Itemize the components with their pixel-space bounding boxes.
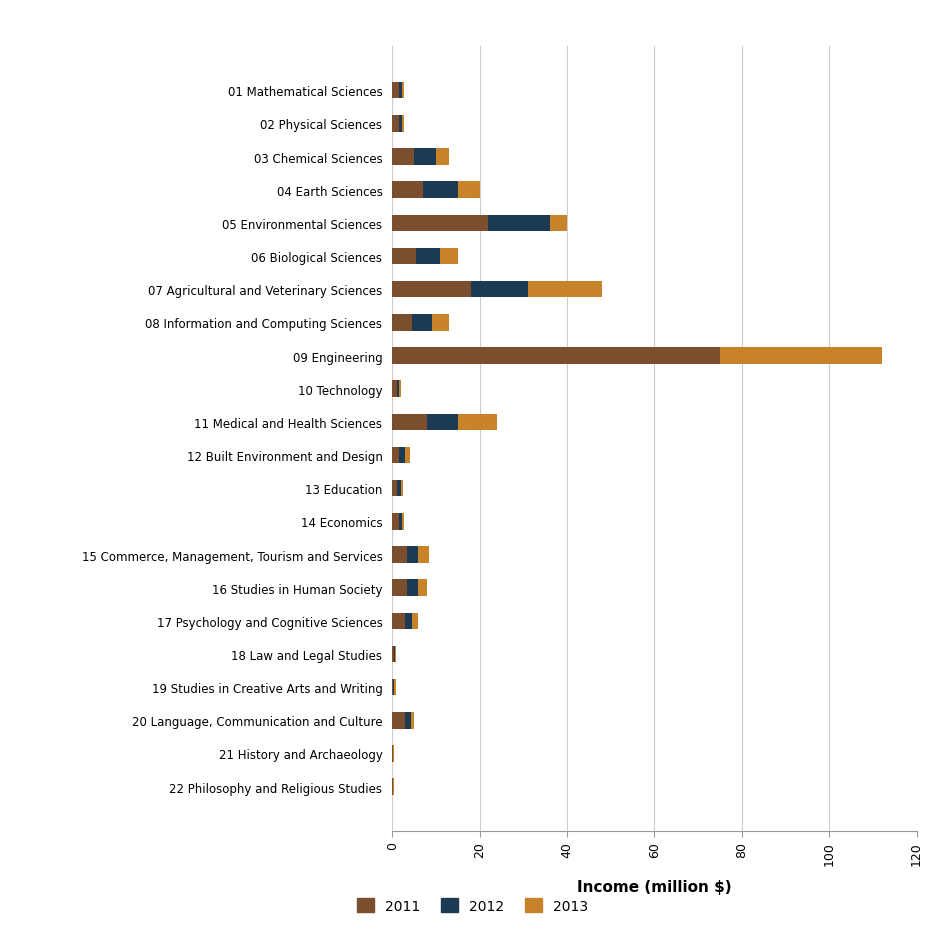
Bar <box>440 248 457 265</box>
Bar <box>394 679 396 696</box>
Bar <box>392 646 394 663</box>
Bar <box>407 547 418 564</box>
Bar <box>400 480 403 497</box>
Bar <box>397 480 400 497</box>
Bar <box>413 149 435 165</box>
Bar <box>427 414 457 430</box>
Bar <box>392 149 413 165</box>
Bar <box>398 447 405 464</box>
X-axis label: Income (million $): Income (million $) <box>577 879 731 894</box>
Bar <box>392 580 407 597</box>
Bar <box>431 314 448 331</box>
Bar <box>435 149 448 165</box>
Bar <box>402 116 404 132</box>
Bar <box>392 447 398 464</box>
Bar <box>418 580 427 597</box>
Bar <box>422 182 457 199</box>
Bar <box>412 613 418 630</box>
Bar <box>398 381 400 397</box>
Bar <box>392 613 405 630</box>
Bar <box>527 281 601 298</box>
Bar <box>392 547 407 564</box>
Bar <box>719 347 881 364</box>
Bar <box>470 281 527 298</box>
Bar <box>405 613 412 630</box>
Bar <box>402 514 404 531</box>
Bar <box>392 83 398 99</box>
Bar <box>396 381 398 397</box>
Bar <box>392 713 405 729</box>
Bar <box>405 447 410 464</box>
Bar <box>398 116 402 132</box>
Bar <box>392 116 398 132</box>
Bar <box>392 381 396 397</box>
Bar <box>457 182 479 199</box>
Bar <box>398 83 402 99</box>
Bar <box>392 480 397 497</box>
Bar <box>392 347 719 364</box>
Bar <box>457 414 497 430</box>
Bar <box>392 215 488 232</box>
Bar <box>415 248 440 265</box>
Bar <box>418 547 429 564</box>
Bar <box>392 248 415 265</box>
Bar <box>549 215 566 232</box>
Bar <box>392 281 470 298</box>
Bar <box>392 679 393 696</box>
Bar <box>392 182 422 199</box>
Bar <box>407 580 418 597</box>
Bar <box>410 713 413 729</box>
Bar <box>402 83 404 99</box>
Bar <box>392 414 427 430</box>
Bar <box>398 514 402 531</box>
Bar <box>392 514 398 531</box>
Bar <box>405 713 410 729</box>
Legend: 2011, 2012, 2013: 2011, 2012, 2013 <box>351 892 593 919</box>
Bar <box>412 314 431 331</box>
Bar <box>392 314 412 331</box>
Bar <box>488 215 549 232</box>
